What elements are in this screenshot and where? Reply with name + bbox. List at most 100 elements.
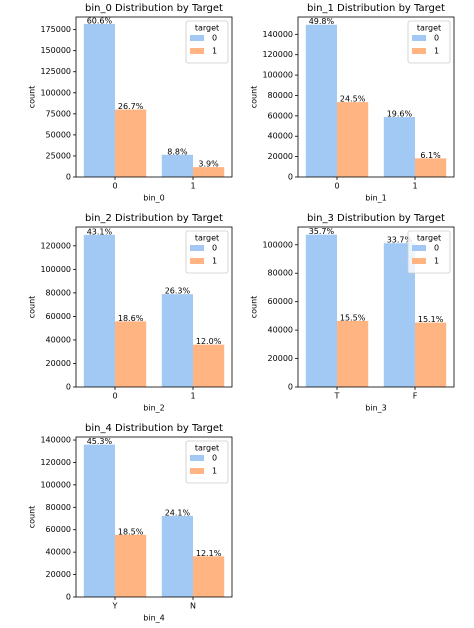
legend-label: 0 <box>212 244 217 253</box>
y-tick-label: 40000 <box>46 548 71 557</box>
axes-frame <box>75 16 233 178</box>
legend-label: 0 <box>434 34 439 43</box>
y-axis-label: count <box>28 296 37 319</box>
y-tick-label: 0 <box>66 383 71 392</box>
y-tick-label: 120000 <box>40 458 71 467</box>
bar <box>115 321 147 387</box>
bar <box>415 322 447 387</box>
legend-label: 1 <box>212 467 217 476</box>
bar <box>193 556 225 597</box>
legend-label: 0 <box>434 244 439 253</box>
bar <box>161 294 193 387</box>
y-tick-label: 100000 <box>262 240 293 249</box>
bar <box>115 109 147 177</box>
legend-swatch <box>190 245 204 251</box>
axes-frame <box>75 226 233 388</box>
x-tick-label: F <box>413 392 418 401</box>
bar-annotation: 33.7% <box>387 236 413 245</box>
bar-annotation: 35.7% <box>309 227 335 236</box>
bar-annotation: 26.3% <box>165 287 191 296</box>
bar-annotation: 19.6% <box>387 110 413 119</box>
y-tick-label: 150000 <box>40 46 71 55</box>
bar-annotation: 24.5% <box>340 95 366 104</box>
legend-label: 1 <box>212 47 217 56</box>
y-tick-label: 60000 <box>268 297 293 306</box>
chart-title: bin_3 Distribution by Target <box>307 213 445 224</box>
y-tick-label: 100000 <box>40 480 71 489</box>
legend-label: 1 <box>434 47 439 56</box>
bar-annotation: 15.1% <box>418 315 444 324</box>
x-tick-label: 0 <box>334 182 339 191</box>
bar-annotation: 18.6% <box>118 314 144 323</box>
bar <box>415 158 447 177</box>
bar-annotation: 12.1% <box>196 549 222 558</box>
y-tick-label: 100000 <box>40 88 71 97</box>
legend-title: target <box>195 24 219 33</box>
bar-annotation: 45.3% <box>87 437 113 446</box>
legend-swatch <box>412 245 426 251</box>
bar <box>161 515 193 597</box>
x-axis-label: bin_3 <box>365 404 386 413</box>
legend-swatch <box>190 455 204 461</box>
bar-annotation: 15.5% <box>340 313 366 322</box>
legend-label: 1 <box>212 257 217 266</box>
legend-swatch <box>412 48 426 54</box>
y-tick-label: 60000 <box>46 525 71 534</box>
y-tick-label: 60000 <box>268 111 293 120</box>
x-tick-label: 1 <box>412 182 417 191</box>
y-axis-label: count <box>28 506 37 529</box>
bar <box>161 154 193 177</box>
bar <box>337 102 369 177</box>
y-tick-label: 40000 <box>46 335 71 344</box>
legend-swatch <box>190 48 204 54</box>
axes-frame <box>297 16 455 178</box>
y-tick-label: 20000 <box>46 570 71 579</box>
legend-swatch <box>190 468 204 474</box>
y-tick-label: 80000 <box>268 269 293 278</box>
y-tick-label: 40000 <box>268 326 293 335</box>
chart-title: bin_0 Distribution by Target <box>85 3 223 14</box>
bar-annotation: 3.9% <box>198 160 219 169</box>
y-tick-label: 140000 <box>40 436 71 445</box>
y-tick-label: 120000 <box>262 50 293 59</box>
y-tick-label: 0 <box>288 173 293 182</box>
x-tick-label: T <box>334 392 340 401</box>
y-axis-label: count <box>28 86 37 109</box>
legend-label: 0 <box>212 34 217 43</box>
legend-swatch <box>412 35 426 41</box>
x-axis-label: bin_0 <box>143 194 164 203</box>
y-tick-label: 80000 <box>46 288 71 297</box>
chart-title: bin_4 Distribution by Target <box>85 423 223 434</box>
legend-label: 1 <box>434 257 439 266</box>
bar-annotation: 18.5% <box>118 527 144 536</box>
bar <box>383 117 415 177</box>
y-tick-label: 80000 <box>268 91 293 100</box>
bar-annotation: 26.7% <box>118 102 144 111</box>
x-tick-label: 0 <box>112 392 117 401</box>
axes-frame <box>75 436 233 598</box>
bar <box>83 23 115 178</box>
legend-label: 0 <box>212 454 217 463</box>
bar-annotation: 12.0% <box>196 337 222 346</box>
legend-title: target <box>195 444 219 453</box>
y-tick-label: 125000 <box>40 67 71 76</box>
legend-swatch <box>412 258 426 264</box>
y-tick-label: 80000 <box>46 503 71 512</box>
bar-annotation: 8.8% <box>167 147 188 156</box>
x-tick-label: 0 <box>112 182 117 191</box>
legend-title: target <box>195 234 219 243</box>
legend-swatch <box>190 35 204 41</box>
y-tick-label: 50000 <box>46 130 71 139</box>
x-axis-label: bin_4 <box>143 614 164 623</box>
y-tick-label: 0 <box>66 593 71 602</box>
legend-title: target <box>417 234 441 243</box>
bar <box>83 444 115 597</box>
y-tick-label: 0 <box>288 383 293 392</box>
bar <box>115 534 147 597</box>
y-tick-label: 100000 <box>40 265 71 274</box>
y-tick-label: 25000 <box>46 151 71 160</box>
x-tick-label: 1 <box>190 392 195 401</box>
y-tick-label: 40000 <box>268 132 293 141</box>
y-tick-label: 175000 <box>40 25 71 34</box>
